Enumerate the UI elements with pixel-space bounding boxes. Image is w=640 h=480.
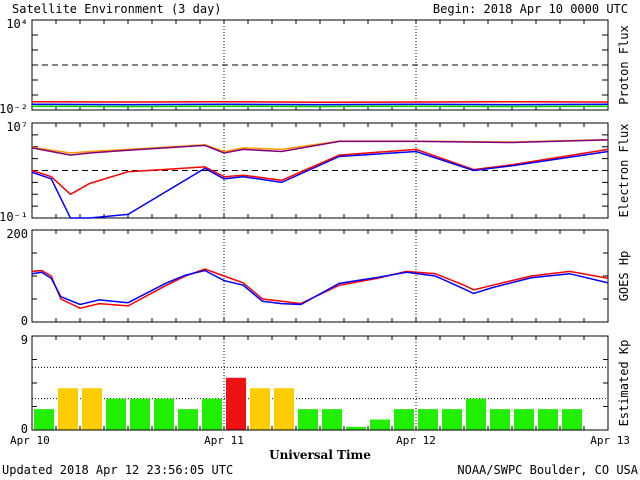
estimated-kp-bar: [178, 409, 198, 430]
estimated-kp-bar: [514, 409, 534, 430]
estimated-kp-y-label-top: 9: [21, 333, 28, 347]
begin-time: Begin: 2018 Apr 10 0000 UTC: [433, 2, 628, 16]
proton-flux-y-label-top: 10⁴: [6, 17, 28, 31]
estimated-kp-bar: [58, 388, 78, 430]
estimated-kp-y-label-bottom: 0: [21, 422, 28, 436]
estimated-kp-bar: [130, 398, 150, 430]
estimated-kp-axis-title: Estimated Kp: [617, 340, 631, 427]
proton-flux-frame: [31, 19, 609, 111]
estimated-kp-bar: [154, 398, 174, 430]
panels: 10⁴ 10⁻² Proton Flux 10⁷ 10⁻¹ Electron Flux 20…: [0, 17, 631, 447]
electron-flux-series-2: [31, 148, 609, 196]
estimated-kp-bar: [34, 409, 54, 430]
goes-hp-y-label-bottom: 0: [21, 314, 28, 328]
x-tick-label: Apr 10: [10, 434, 50, 447]
electron-flux-y-label-top: 10⁷: [6, 120, 28, 134]
goes-hp-y-label-top: 200: [6, 227, 28, 241]
electron-flux-frame: [31, 122, 609, 219]
estimated-kp-bar: [106, 398, 126, 430]
x-tick-label: Apr 13: [590, 434, 630, 447]
estimated-kp-bar: [346, 426, 366, 430]
estimated-kp-bar: [442, 409, 462, 430]
estimated-kp-bar: [466, 398, 486, 430]
electron-flux-series-3: [31, 150, 609, 219]
estimated-kp-bar: [394, 409, 414, 430]
proton-flux-axis-title: Proton Flux: [617, 25, 631, 104]
electron-flux-y-label-bottom: 10⁻¹: [0, 210, 28, 224]
estimated-kp-bar: [322, 409, 342, 430]
goes-hp-frame: [31, 229, 609, 323]
goes-hp-axis-title: GOES Hp: [617, 251, 631, 302]
estimated-kp-bar: [82, 388, 102, 430]
goes-hp-series-0: [31, 268, 609, 309]
updated-time: Updated 2018 Apr 12 23:56:05 UTC: [2, 463, 233, 477]
estimated-kp-bar: [202, 398, 222, 430]
estimated-kp-bar: [250, 388, 270, 430]
estimated-kp-bar: [418, 409, 438, 430]
estimated-kp-bar: [274, 388, 294, 430]
estimated-kp-bar: [538, 409, 558, 430]
electron-flux-series-1: [31, 139, 609, 156]
x-tick-label: Apr 11: [204, 434, 244, 447]
electron-flux-axis-title: Electron Flux: [617, 124, 631, 218]
estimated-kp-bar: [490, 409, 510, 430]
goes-hp-series-1: [31, 269, 609, 306]
estimated-kp-bar: [370, 419, 390, 430]
estimated-kp-bar: [298, 409, 318, 430]
credit-text: NOAA/SWPC Boulder, CO USA: [457, 463, 638, 477]
estimated-kp-bar: [226, 377, 246, 430]
estimated-kp-bar: [562, 409, 582, 430]
estimated-kp-frame-top: [31, 335, 609, 431]
proton-flux-y-label-bottom: 10⁻²: [0, 102, 28, 116]
chart-title: Satellite Environment (3 day): [12, 2, 222, 16]
x-axis-label: Universal Time: [269, 448, 371, 462]
x-tick-label: Apr 12: [396, 434, 436, 447]
